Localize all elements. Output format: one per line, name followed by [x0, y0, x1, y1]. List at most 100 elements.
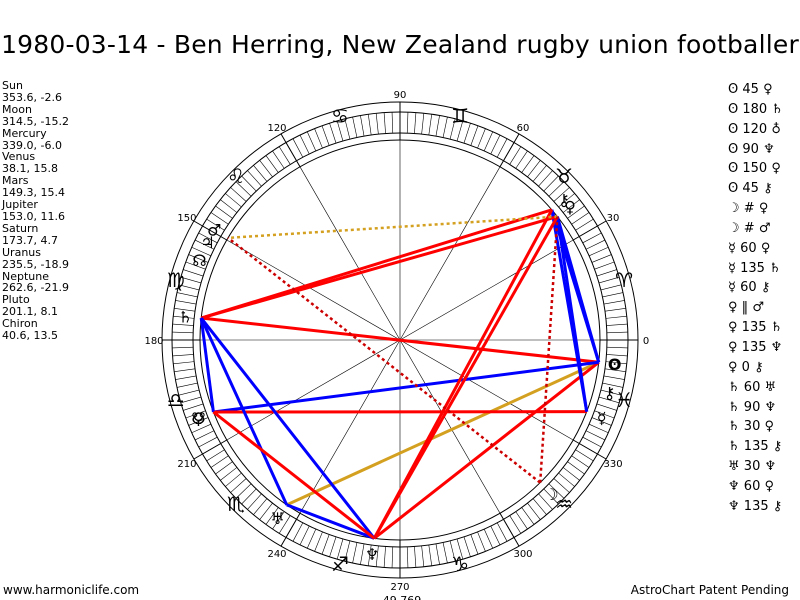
position-value: 40.6, 13.5: [2, 329, 58, 343]
pluto-icon: ♀: [193, 409, 205, 428]
degree-tick: [367, 114, 372, 136]
sign-divider: [193, 439, 228, 460]
position-value: 153.0, 11.6: [2, 209, 65, 223]
aspect-angle: #: [743, 220, 755, 236]
degree-tick: [521, 155, 535, 173]
position-name: Jupiter: [2, 198, 38, 212]
degree-tick: [344, 540, 351, 562]
degree-tick: [509, 146, 522, 165]
degree-tick: [470, 125, 479, 146]
degree-label: 60: [517, 123, 530, 134]
degree-tick: [175, 300, 197, 305]
aspect-line: [200, 208, 553, 320]
degree-tick: [596, 269, 617, 277]
zodiac-taurus-icon: ♉: [555, 164, 573, 188]
degree-tick: [406, 112, 409, 134]
aspect-planet-1: ♄: [728, 399, 740, 415]
degree-tick: [259, 502, 273, 520]
aspect-line: [201, 316, 599, 364]
aspect-angle: ‖: [741, 300, 749, 316]
aspect-row: ☿ 60 ♀: [728, 239, 783, 259]
degree-tick: [172, 346, 194, 349]
degree-tick: [606, 323, 628, 326]
position-name: Mercury: [2, 126, 47, 140]
chart-title: 1980-03-14 - Ben Herring, New Zealand ru…: [1, 30, 799, 59]
aspect-planet-2: ♅: [764, 379, 777, 395]
house-spoke: [399, 166, 501, 341]
aspect-line: [538, 216, 559, 483]
degree-tick: [299, 134, 310, 155]
aspect-planet-2: ♆: [763, 141, 775, 157]
aspect-planet-1: ♀: [728, 339, 738, 355]
degree-tick: [172, 323, 194, 326]
aspect-row: ʘ 120 ♁: [728, 120, 783, 140]
degree-tick: [178, 284, 200, 291]
degree-tick: [185, 261, 206, 270]
aspect-planet-1: ☽: [728, 201, 740, 217]
aspect-planet-1: ♀: [728, 320, 738, 336]
degree-tick: [421, 113, 425, 135]
degree-tick: [241, 488, 257, 505]
degree-tick: [391, 112, 394, 134]
aspect-planet-1: ʘ: [728, 141, 739, 157]
degree-tick: [490, 525, 501, 546]
degree-tick: [571, 212, 590, 225]
aspect-planet-1: ♆: [728, 498, 740, 514]
aspect-row: ʘ 45 ♀: [728, 80, 783, 100]
aspect-angle: 150: [742, 161, 768, 177]
uranus-icon: ♅: [270, 509, 284, 528]
sign-divider: [280, 512, 301, 547]
degree-tick: [588, 246, 609, 257]
degree-tick: [367, 544, 372, 566]
degree-tick: [375, 113, 379, 135]
aspect-angle: 120: [742, 121, 768, 137]
aspect-planet-2: ♄: [771, 101, 783, 117]
degree-tick: [352, 542, 358, 564]
degree-tick: [220, 467, 238, 481]
degree-tick: [421, 545, 425, 567]
planet-positions-list: Sun 353.6, -2.6 Moon 314.5, -15.2 Mercury 339…: [2, 80, 69, 342]
degree-label: 90: [394, 90, 407, 101]
degree-tick: [538, 493, 553, 510]
aspect-line: [212, 410, 376, 540]
jupiter-icon: ♃: [200, 233, 214, 252]
degree-label: 180: [144, 336, 163, 347]
degree-tick: [253, 165, 268, 182]
aspect-row: ☽ # ♂: [728, 219, 783, 239]
aspect-planet-1: ☿: [728, 280, 736, 296]
aspect-planet-1: ʘ: [728, 181, 739, 197]
aspect-line: [227, 236, 541, 484]
degree-label: 330: [603, 459, 622, 470]
aspect-line: [200, 317, 376, 540]
degree-tick: [183, 269, 204, 277]
degree-tick: [449, 540, 456, 562]
aspect-row: ♅ 30 ♆: [728, 457, 783, 477]
degree-tick: [230, 187, 247, 202]
aspect-planet-2: ⚷: [760, 280, 771, 296]
aspect-row: ♀ 135 ♆: [728, 338, 783, 358]
degree-tick: [292, 522, 304, 542]
degree-tick: [292, 138, 304, 158]
degree-tick: [548, 181, 565, 197]
degree-tick: [178, 389, 200, 396]
degree-tick: [225, 472, 242, 487]
aspect-angle: 90: [742, 141, 759, 157]
aspect-planet-2: ♀: [764, 419, 775, 435]
degree-tick: [442, 542, 448, 564]
aspect-line: [286, 503, 375, 540]
degree-tick: [194, 239, 215, 250]
degree-tick: [198, 436, 218, 448]
degree-tick: [532, 165, 547, 182]
degree-tick: [521, 507, 535, 525]
website-link[interactable]: www.harmoniclife.com: [3, 583, 140, 597]
aspect-planet-1: ʘ: [728, 82, 739, 97]
degree-tick: [483, 131, 494, 152]
degree-tick: [206, 449, 225, 462]
degree-tick: [314, 128, 323, 149]
degree-tick: [220, 199, 238, 213]
zodiac-pisces-icon: ♓: [615, 388, 633, 412]
degree-label: 30: [607, 213, 620, 224]
aspect-planet-2: ♆: [764, 459, 777, 475]
aspect-planet-1: ♄: [728, 419, 740, 435]
degree-tick: [585, 239, 606, 250]
